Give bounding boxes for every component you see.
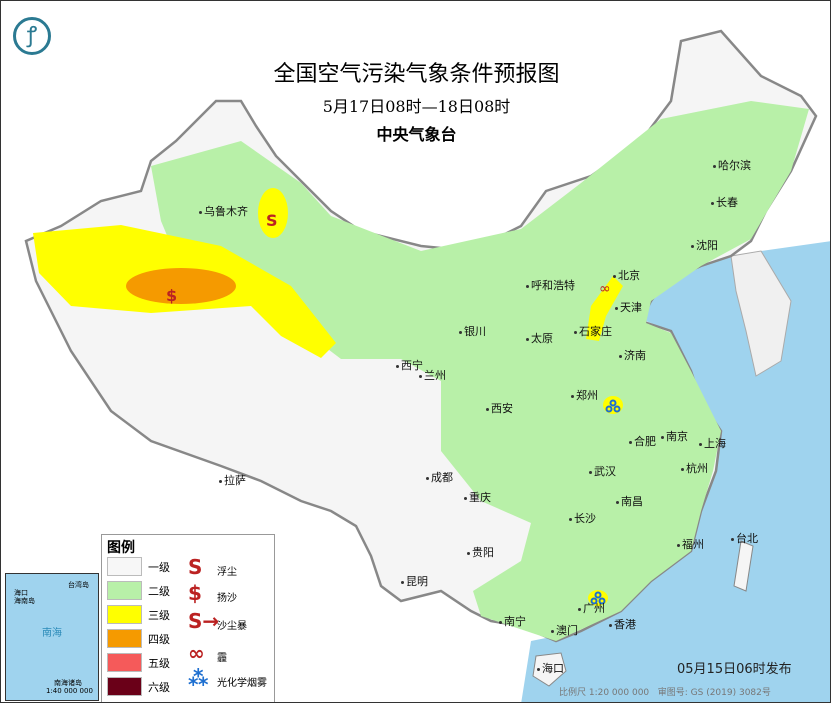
blowing-sand-icon: $ [188, 581, 202, 605]
map-scale: 比例尺 1:20 000 000 [559, 688, 650, 698]
legend-level-label: 二级 [148, 585, 170, 598]
level-4-area [126, 268, 236, 304]
city-label: 哈尔滨 [713, 157, 751, 173]
floating-dust-marker: S [266, 211, 278, 230]
city-label: 呼和浩特 [526, 277, 575, 293]
photochemical-smog-icon: ⁂ [188, 666, 209, 690]
city-label: 贵阳 [467, 544, 494, 560]
cma-logo-icon: ꝭ [13, 17, 51, 55]
city-label: 西安 [486, 400, 513, 416]
city-label: 郑州 [571, 387, 598, 403]
legend-swatch-level-3 [107, 605, 142, 624]
city-label: 长沙 [569, 510, 596, 526]
inset-label: 南海诸岛 [54, 679, 82, 687]
south-china-sea-inset: 南海 海口 海南岛 台湾岛 南海诸岛 1:40 000 000 [5, 573, 99, 701]
city-label: 西宁 [396, 357, 423, 373]
city-label: 昆明 [401, 573, 428, 589]
city-label: 兰州 [419, 367, 446, 383]
city-label: 澳门 [551, 622, 578, 638]
map-title: 全国空气污染气象条件预报图 [273, 62, 560, 87]
city-label: 南京 [661, 428, 688, 444]
city-label: 成都 [426, 469, 453, 485]
publish-time: 05月15日06时发布 [677, 662, 792, 677]
legend-level-label: 一级 [148, 561, 170, 574]
forecast-period: 5月17日08时—18日08时 [322, 97, 511, 116]
legend-title: 图例 [107, 540, 135, 556]
city-label: 太原 [526, 330, 553, 346]
city-label: 台北 [731, 530, 758, 546]
legend-symbol-label: 光化学烟雾 [217, 678, 267, 689]
legend-swatch-level-2 [107, 581, 142, 600]
inset-label: 海南岛 [14, 597, 35, 605]
legend-level-label: 六级 [148, 681, 170, 694]
legend-symbol-label: 霾 [217, 653, 227, 664]
inset-scale: 1:40 000 000 [46, 687, 93, 695]
city-label: 北京 [613, 267, 640, 283]
city-label: 杭州 [681, 460, 708, 476]
legend-swatch-level-4 [107, 629, 142, 648]
city-label: 广州 [578, 600, 605, 616]
city-label: 天津 [615, 299, 642, 315]
scale-and-map-number: 比例尺 1:20 000 000 审图号: GS (2019) 3082号 [559, 685, 771, 698]
city-label: 南昌 [616, 493, 643, 509]
city-label: 上海 [699, 435, 726, 451]
haze-marker: ∞ [599, 281, 611, 297]
legend-level-label: 五级 [148, 657, 170, 670]
city-label: 乌鲁木齐 [199, 203, 248, 219]
city-label: 银川 [459, 323, 486, 339]
city-label: 济南 [619, 347, 646, 363]
inset-label: 海口 [14, 589, 28, 597]
legend-level-label: 四级 [148, 633, 170, 646]
sandstorm-icon: S→ [188, 609, 220, 633]
city-label: 合肥 [629, 433, 656, 449]
level-2-area [151, 101, 809, 641]
inset-label: 台湾岛 [68, 581, 89, 589]
legend-level-label: 三级 [148, 609, 170, 622]
legend-symbol-label: 沙尘暴 [217, 621, 247, 632]
map-approval-number: 审图号: GS (2019) 3082号 [657, 688, 771, 698]
level-3-area-north-xinjiang [258, 188, 288, 238]
city-label: 重庆 [464, 489, 491, 505]
legend-swatch-level-1 [107, 557, 142, 576]
legend-swatch-level-5 [107, 653, 142, 672]
blowing-sand-marker: $ [166, 286, 177, 305]
city-label: 福州 [677, 536, 704, 552]
agency-name: 中央气象台 [376, 125, 457, 144]
city-label: 南宁 [499, 613, 526, 629]
floating-dust-icon: S [188, 555, 203, 579]
haze-icon: ∞ [188, 641, 205, 665]
city-label: 拉萨 [219, 472, 246, 488]
legend-symbol-label: 浮尘 [217, 567, 237, 578]
city-label: 沈阳 [691, 237, 718, 253]
city-label: 香港 [609, 616, 636, 632]
city-label: 海口 [537, 660, 564, 676]
inset-label: 南海 [42, 628, 62, 639]
city-label: 长春 [711, 194, 738, 210]
legend: 图例 一级二级三级四级五级六级 S 浮尘 $ 扬沙 S→ 沙尘暴 ∞ 霾 ⁂ 光化学烟雾 [101, 534, 275, 702]
korea-land [730, 250, 792, 377]
city-label: 武汉 [589, 463, 616, 479]
city-label: 石家庄 [574, 323, 612, 339]
legend-swatch-level-6 [107, 677, 142, 696]
legend-symbol-label: 扬沙 [217, 593, 237, 604]
